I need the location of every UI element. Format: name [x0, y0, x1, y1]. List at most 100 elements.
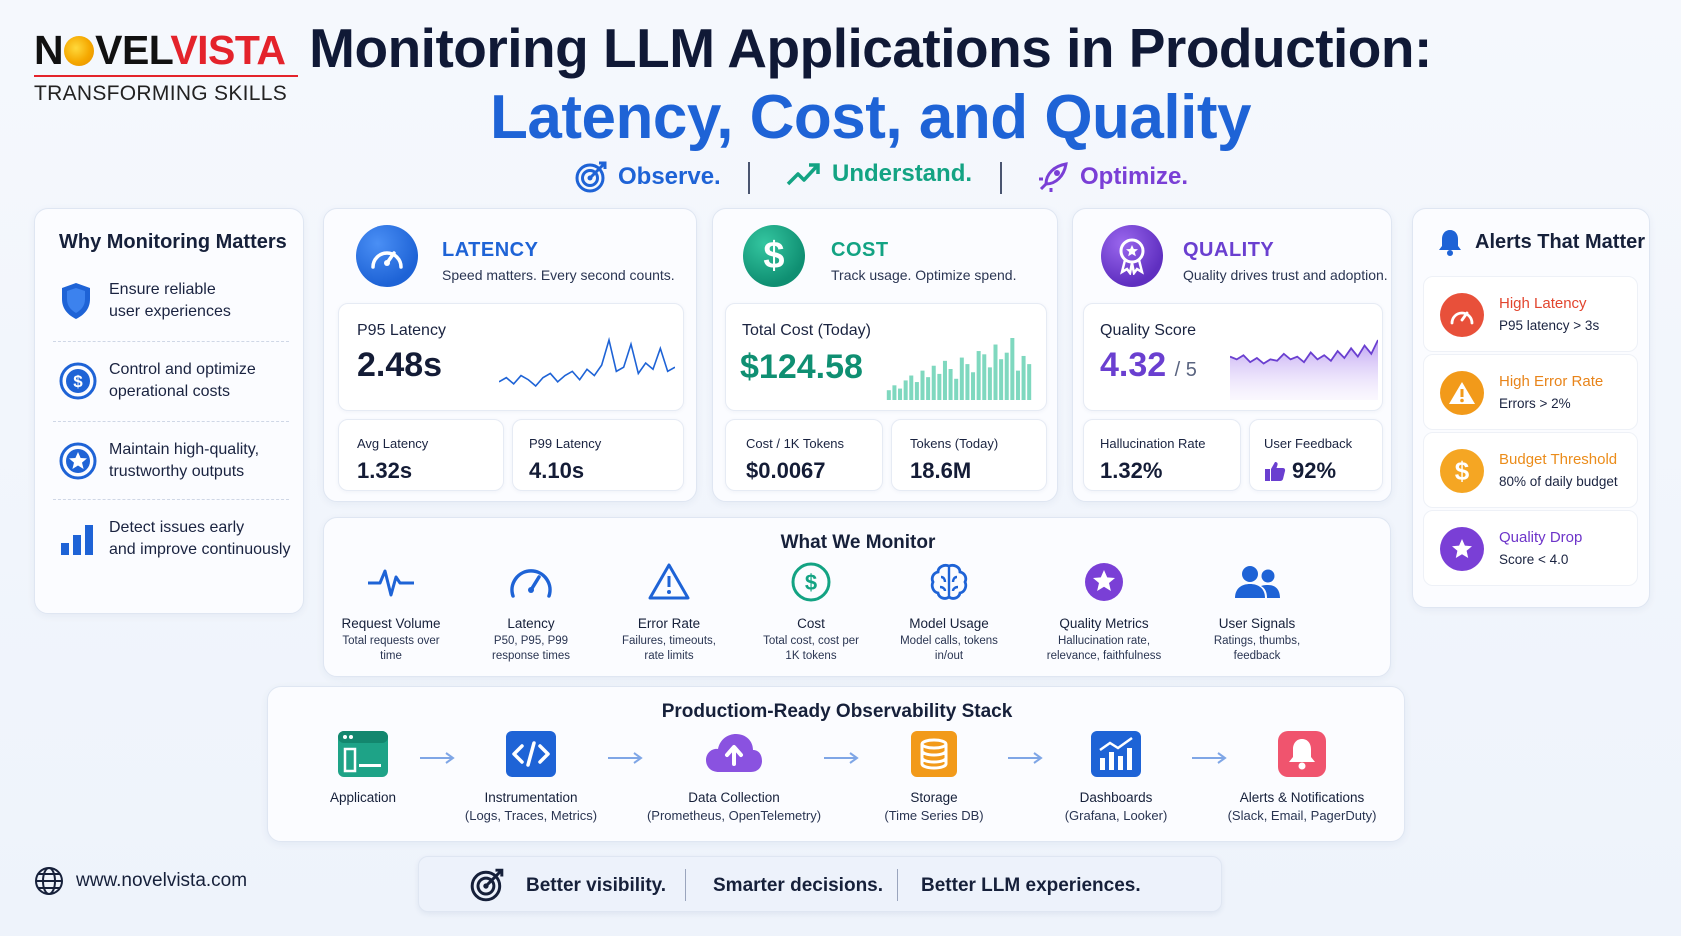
dollar-icon: $ — [743, 225, 805, 287]
tagline-observe: Observe. — [574, 160, 721, 194]
cost-bar — [914, 382, 919, 400]
alerts-title: Alerts That Matter — [1475, 230, 1646, 253]
why-item: $ Control and optimize operational costs — [53, 359, 293, 403]
trend-up-icon — [786, 163, 820, 186]
quality-area-fill — [1230, 340, 1378, 400]
hallucination-panel: Hallucination Rate 1.32% — [1083, 419, 1241, 491]
cost-bar — [1015, 370, 1020, 400]
warning-icon — [1440, 371, 1484, 415]
divider — [685, 869, 686, 901]
user-feedback-value-group: 92% — [1264, 458, 1336, 484]
brand-tagline: TRANSFORMING SKILLS — [34, 82, 288, 105]
monitor-item: Request Volume Total requests over time — [326, 560, 456, 664]
quality-subtitle: Quality drives trust and adoption. — [1183, 267, 1388, 283]
arrow-right-icon — [420, 752, 455, 764]
brain-icon — [930, 563, 968, 600]
alert-item[interactable]: Quality Drop Score < 4.0 — [1423, 510, 1638, 586]
arrow-right-icon — [1192, 752, 1227, 764]
why-title: Why Monitoring Matters — [59, 231, 287, 253]
latency-subtitle: Speed matters. Every second counts. — [442, 267, 675, 283]
cost-per-1k-value: $0.0067 — [746, 458, 826, 483]
cost-bar — [942, 360, 947, 400]
cloud-upload-icon — [706, 734, 762, 772]
latency-card: LATENCY Speed matters. Every second coun… — [323, 208, 697, 502]
cost-bar — [886, 390, 891, 400]
website-link[interactable]: www.novelvista.com — [34, 866, 247, 896]
hallucination-value: 1.32% — [1100, 458, 1163, 483]
target-icon — [470, 868, 504, 902]
gauge-icon — [356, 225, 418, 287]
what-we-monitor-card: What We Monitor — [323, 517, 1391, 677]
quality-score-value-group: 4.32 / 5 — [1100, 346, 1197, 385]
footer-msg: Better LLM experiences. — [921, 875, 1141, 896]
bell-icon — [1439, 230, 1461, 256]
cost-bar — [937, 373, 942, 400]
brand-logo: N VELVISTA — [34, 27, 286, 73]
user-feedback-label: User Feedback — [1264, 436, 1353, 451]
cost-main-panel: Total Cost (Today) $124.58 — [725, 303, 1047, 411]
alert-title: Budget Threshold — [1499, 451, 1618, 468]
footer-banner: Better visibility. Smarter decisions. Be… — [418, 856, 1222, 912]
stack-item: Dashboards (Grafana, Looker) — [1016, 730, 1216, 823]
monitor-item: Model Usage Model calls, tokens in/out — [884, 560, 1014, 664]
alert-title: High Error Rate — [1499, 373, 1604, 390]
quality-main-panel: Quality Score 4.32 / 5 — [1083, 303, 1383, 411]
quality-area-chart — [1230, 339, 1378, 400]
quality-card: QUALITY Quality drives trust and adoptio… — [1072, 208, 1392, 502]
pulse-icon — [368, 569, 414, 597]
p95-latency-label: P95 Latency — [357, 322, 446, 339]
cost-bar — [898, 388, 903, 400]
cost-bar — [982, 354, 987, 400]
rocket-icon — [1039, 162, 1068, 192]
arrow-right-icon — [824, 752, 859, 764]
monitor-item: Quality Metrics Hallucination rate, rele… — [1038, 560, 1170, 664]
quality-score-label: Quality Score — [1100, 322, 1197, 339]
cost-per-1k-label: Cost / 1K Tokens — [746, 436, 845, 451]
cost-bar — [909, 375, 914, 400]
cost-per-1k-panel: Cost / 1K Tokens $0.0067 — [725, 419, 883, 491]
gauge-icon — [510, 569, 552, 598]
logo-underline — [34, 75, 298, 77]
avg-latency-label: Avg Latency — [357, 436, 429, 451]
avg-latency-panel: Avg Latency 1.32s — [338, 419, 504, 491]
arrow-right-icon — [608, 752, 643, 764]
cost-bar — [1021, 355, 1026, 400]
code-icon — [506, 731, 556, 777]
alert-item[interactable]: High Error Rate Errors > 2% — [1423, 354, 1638, 430]
cost-bar — [993, 344, 998, 400]
latency-title: LATENCY — [442, 239, 539, 261]
tokens-today-value: 18.6M — [910, 458, 972, 483]
cost-title: COST — [831, 239, 889, 261]
tokens-today-panel: Tokens (Today) 18.6M — [891, 419, 1047, 491]
dollar-icon: $ — [1440, 449, 1484, 493]
divider — [53, 499, 289, 500]
users-icon — [1235, 566, 1280, 598]
cost-bar — [903, 380, 908, 400]
footer-msg: Smarter decisions. — [713, 875, 884, 896]
quality-score-suffix: / 5 — [1174, 359, 1197, 381]
tagline-divider — [748, 162, 750, 194]
quality-area-line — [1230, 339, 1378, 365]
why-item: Detect issues early and improve continuou… — [53, 517, 293, 561]
warning-icon — [648, 563, 690, 600]
website-text: www.novelvista.com — [76, 870, 248, 891]
stack-item: Storage (Time Series DB) — [834, 730, 1034, 823]
arrow-right-icon — [1008, 752, 1043, 764]
alert-title: High Latency — [1499, 295, 1587, 312]
cost-bar — [931, 365, 936, 400]
dashboard-icon — [1091, 731, 1141, 777]
cost-subtitle: Track usage. Optimize spend. — [831, 267, 1017, 283]
alert-sub: Score < 4.0 — [1499, 552, 1569, 567]
thumbs-up-icon — [1265, 462, 1286, 481]
alert-item[interactable]: $ Budget Threshold 80% of daily budget — [1423, 432, 1638, 508]
cost-bar — [976, 351, 981, 400]
alert-item[interactable]: High Latency P95 latency > 3s — [1423, 276, 1638, 352]
stack-item: Data Collection (Prometheus, OpenTelemet… — [634, 730, 834, 823]
cost-bar — [948, 369, 953, 400]
bell-icon — [1278, 731, 1326, 777]
cost-bar — [920, 370, 925, 400]
divider — [53, 421, 289, 422]
cost-bar — [1010, 338, 1015, 400]
stack-item: Application — [263, 730, 463, 805]
svg-text:$: $ — [805, 570, 817, 595]
